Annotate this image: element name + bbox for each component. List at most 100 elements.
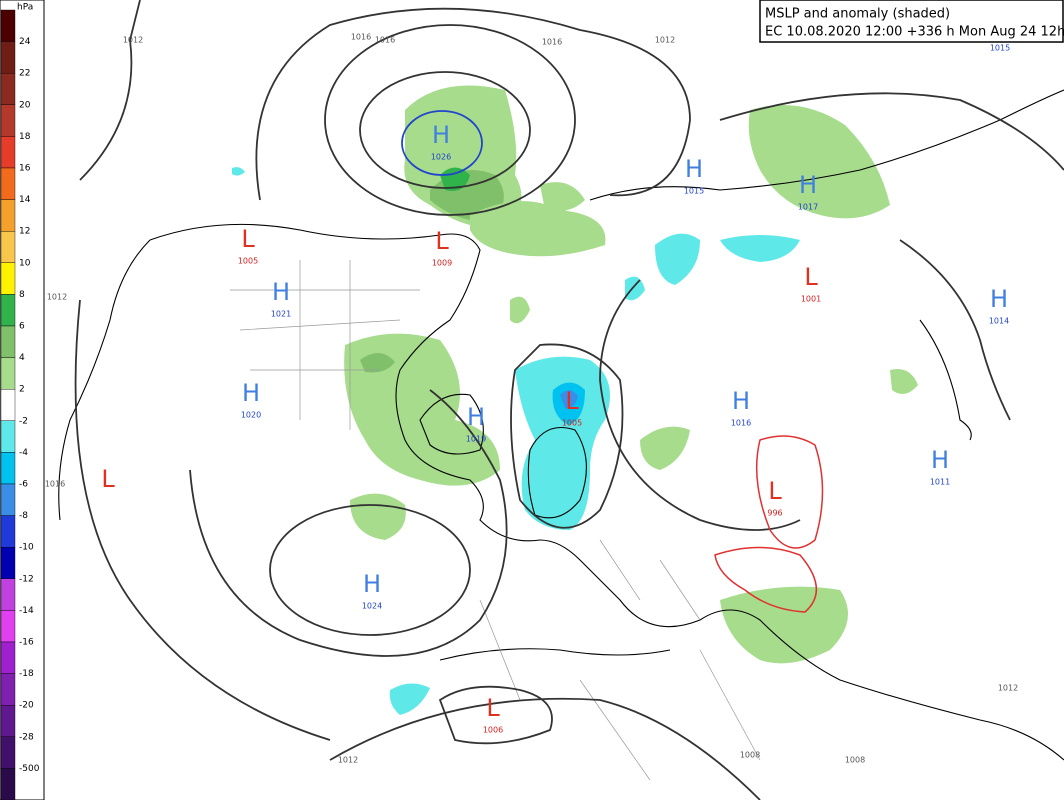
system-letter: H: [467, 403, 485, 431]
colorbar-swatch: [0, 736, 16, 769]
system-letter: L: [565, 387, 579, 415]
colorbar-swatch: [0, 199, 16, 232]
isobar-label: 1008: [740, 751, 760, 760]
anomaly-area: [640, 426, 690, 470]
colorbar-label: -8: [19, 511, 28, 521]
colorbar-label: 4: [19, 353, 25, 363]
colorbar-swatch: [0, 483, 16, 516]
system-letter: L: [435, 227, 449, 255]
system-letter: H: [363, 570, 381, 598]
coastline: [58, 239, 151, 521]
coastline: [919, 319, 972, 441]
colorbar-swatch: [0, 41, 16, 74]
colorbar-label: 2: [19, 385, 25, 395]
coastline: [419, 393, 484, 455]
colorbar-label: 12: [19, 227, 30, 237]
isobar-label: 1012: [123, 36, 143, 45]
colorbar-label: -18: [19, 669, 34, 679]
isobar-label: 1012: [47, 293, 67, 302]
system-pressure: 1014: [989, 317, 1009, 326]
colorbar-label: -16: [19, 638, 34, 648]
colorbar-swatch: [0, 547, 16, 580]
colorbar-label: 14: [19, 195, 31, 205]
anomaly-area: [440, 167, 470, 191]
isobar: [899, 239, 1011, 421]
isobar: [324, 24, 576, 216]
system-pressure: 1026: [431, 153, 451, 162]
isobar-label: 1012: [655, 36, 675, 45]
colorbar-label: 16: [19, 164, 31, 174]
colorbar-swatch: [0, 167, 16, 200]
colorbar-label: -10: [19, 543, 34, 553]
anomaly-area: [890, 369, 918, 394]
colorbar-label: -14: [19, 606, 34, 616]
colorbar-swatch: [0, 230, 16, 263]
isobar-label: 1016: [542, 38, 562, 47]
system-letter: L: [101, 465, 115, 493]
map-subtitle: EC 10.08.2020 12:00 +336 h Mon Aug 24 12…: [765, 25, 1064, 40]
country-borders: [230, 260, 761, 781]
anomaly-area: [360, 352, 395, 373]
system-pressure: 1015: [684, 187, 704, 196]
system-pressure: 1016: [731, 419, 751, 428]
anomaly-area: [389, 683, 430, 715]
colorbar-swatch: [0, 641, 16, 674]
system-pressure: 1020: [241, 411, 261, 420]
coastline: [149, 223, 541, 542]
colorbar-label: -2: [19, 416, 28, 426]
isobar-label: 1012: [998, 684, 1018, 693]
isobar-label: 1016: [351, 33, 371, 42]
system-pressure: 1019: [466, 435, 486, 444]
colorbar-label: -4: [19, 448, 28, 458]
colorbar-label: -12: [19, 574, 34, 584]
system-pressure: 1017: [798, 203, 818, 212]
isobar: [255, 7, 691, 201]
colorbar-swatch: [0, 136, 16, 169]
anomaly-area: [344, 333, 500, 486]
colorbar-swatch: [0, 578, 16, 611]
isobar-labels: 1012 1016 1016 1016 1012 1015 1012 1012 1012 1008…: [45, 33, 1018, 765]
colorbar-label: 20: [19, 100, 31, 110]
system-pressure: 1009: [432, 259, 452, 268]
colorbar-swatch: [0, 9, 16, 42]
isobar: [189, 389, 508, 657]
colorbar-label: 22: [19, 69, 30, 79]
anomaly-area: [470, 201, 606, 257]
system-letter: L: [804, 263, 818, 291]
anomaly-area: [540, 182, 585, 212]
colorbar-swatch: [0, 420, 16, 453]
anomaly-area: [720, 235, 800, 262]
colorbar-label: 8: [19, 290, 25, 300]
system-letter: H: [931, 446, 949, 474]
coastline: [527, 426, 587, 519]
system-letter: L: [486, 694, 500, 722]
colorbar-swatch: [0, 72, 16, 105]
colorbar-label: -500: [19, 764, 40, 774]
system-letter: H: [732, 387, 750, 415]
system-letter: H: [242, 379, 260, 407]
coastline: [539, 539, 1064, 761]
colorbar-label: 10: [19, 258, 31, 268]
system-pressure: 1005: [562, 419, 582, 428]
anomaly-area: [655, 233, 700, 285]
colorbar-label: -20: [19, 701, 34, 711]
colorbar-swatch: [0, 515, 16, 548]
isobar: [269, 504, 471, 636]
colorbar-label: 18: [19, 132, 31, 142]
system-letter: H: [272, 278, 290, 306]
coastline: [439, 648, 671, 661]
isobar: [329, 697, 761, 801]
colorbar-swatch: [0, 768, 16, 801]
anomaly-area: [560, 390, 578, 409]
system-letter: H: [799, 171, 817, 199]
anomaly-area: [625, 276, 645, 301]
anomaly-area: [720, 586, 848, 664]
coastlines: [58, 89, 1064, 781]
system-pressure: 1011: [930, 478, 950, 487]
isobar: [599, 279, 801, 531]
colorbar-label: -28: [19, 732, 34, 742]
isobar: [79, 0, 141, 181]
system-pressure: 1021: [271, 310, 291, 319]
isobar: [755, 435, 824, 549]
